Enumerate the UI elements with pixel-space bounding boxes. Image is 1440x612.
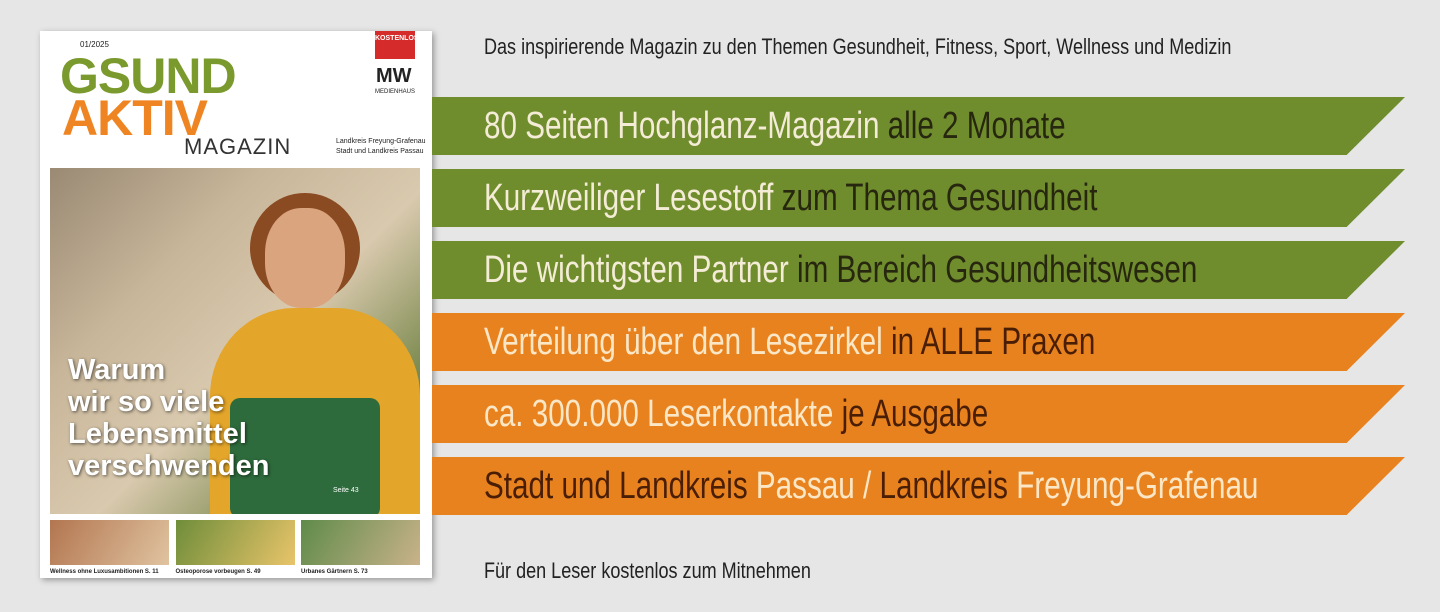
teaser-caption: Wellness ohne Luxusambitionen S. 11	[50, 569, 169, 575]
teaser-caption: Urbanes Gärtnern S. 73	[301, 569, 420, 575]
teaser-title: Osteoporose vorbeugen	[175, 569, 245, 575]
feature-bar: Verteilung über den Lesezirkel in ALLE P…	[432, 313, 1405, 371]
regions: Landkreis Freyung-Grafenau Stadt und Lan…	[336, 137, 426, 157]
teaser-image	[301, 520, 420, 565]
magazine-cover: 01/2025 GSUND AKTIV MAGAZIN KOSTENLOS MW…	[40, 31, 432, 578]
headline-line: Lebensmittel	[68, 418, 247, 450]
feature-bar: 80 Seiten Hochglanz-Magazin alle 2 Monat…	[432, 97, 1405, 155]
publisher: MEDIENHAUS	[375, 89, 416, 95]
teaser-page: S. 49	[246, 569, 261, 575]
headline-line: wir so viele	[68, 386, 225, 418]
feature-text: Stadt und Landkreis Passau / Landkreis F…	[484, 465, 1258, 507]
issue: 01/2025	[80, 40, 109, 49]
region: Landkreis Freyung-Grafenau	[336, 138, 426, 145]
badge: KOSTENLOS	[375, 31, 419, 59]
feature-segment: zum Thema Gesundheit	[781, 177, 1098, 219]
feature-segment: ca. 300.000 Leserkontakte	[484, 393, 834, 435]
region: Stadt und Landkreis Passau	[336, 148, 424, 155]
cover-photo: Warum wir so viele Lebensmittel verschwende…	[50, 168, 420, 514]
feature-segment: in ALLE Praxen	[890, 321, 1096, 363]
feature-segment: Freyung-Grafenau	[1016, 465, 1259, 507]
publisher-mark: MW	[376, 65, 412, 87]
feature-bar: Kurzweiliger Lesestoff zum Thema Gesundh…	[432, 169, 1405, 227]
teaser-caption: Osteoporose vorbeugen S. 49	[176, 569, 295, 575]
headline-line: verschwenden	[68, 450, 270, 482]
teaser: Wellness ohne Luxusambitionen S. 11	[50, 520, 169, 575]
feature-text: Verteilung über den Lesezirkel in ALLE P…	[484, 321, 1095, 363]
teaser: Osteoporose vorbeugen S. 49	[175, 520, 295, 575]
feature-segment: je Ausgabe	[841, 393, 989, 435]
feature-text: Kurzweiliger Lesestoff zum Thema Gesundh…	[484, 177, 1097, 219]
feature-segment: im Bereich Gesundheitswesen	[797, 249, 1198, 291]
feature-text: 80 Seiten Hochglanz-Magazin alle 2 Monat…	[484, 105, 1066, 147]
logo: MAGAZIN	[184, 134, 292, 159]
feature-text: ca. 300.000 Leserkontakte je Ausgabe	[484, 393, 988, 435]
teaser: Urbanes Gärtnern S. 73	[301, 520, 420, 575]
headline-page: Seite 43	[333, 487, 359, 494]
headline: Warum wir so viele Lebensmittel verschwende…	[68, 354, 269, 482]
feature-segment: Kurzweiliger Lesestoff	[484, 177, 774, 219]
headline-line: Warum	[68, 354, 166, 386]
teasers: Wellness ohne Luxusambitionen S. 11 Osteo…	[50, 520, 420, 575]
teaser-image	[175, 520, 295, 565]
teaser-title: Urbanes Gärtnern	[301, 569, 353, 575]
feature-segment: Die wichtigsten Partner	[484, 249, 789, 291]
feature-bar: Die wichtigsten Partner im Bereich Gesun…	[432, 241, 1405, 299]
teaser-page: S. 73	[353, 569, 368, 575]
feature-bar: ca. 300.000 Leserkontakte je Ausgabe	[432, 385, 1405, 443]
photo-shape	[265, 208, 345, 308]
footer: Für den Leser kostenlos zum Mitnehmen	[484, 558, 811, 583]
feature-segment: alle 2 Monate	[887, 105, 1066, 147]
feature-segment: Stadt und Landkreis	[484, 465, 748, 507]
teaser-image	[50, 520, 169, 565]
logo: GSUND	[60, 48, 237, 104]
logo: AKTIV	[62, 90, 208, 146]
teaser-page: S. 11	[144, 569, 159, 575]
feature-segment: Landkreis	[879, 465, 1008, 507]
teaser-title: Wellness ohne Luxusambitionen	[50, 569, 144, 575]
feature-text: Die wichtigsten Partner im Bereich Gesun…	[484, 249, 1197, 291]
feature-bar: Stadt und Landkreis Passau / Landkreis F…	[432, 457, 1405, 515]
intro: Das inspirierende Magazin zu den Themen …	[484, 34, 1232, 59]
feature-segment: 80 Seiten Hochglanz-Magazin	[484, 105, 880, 147]
photo-shape	[230, 398, 380, 514]
feature-segment: Verteilung über den Lesezirkel	[484, 321, 883, 363]
feature-segment: Passau /	[755, 465, 872, 507]
